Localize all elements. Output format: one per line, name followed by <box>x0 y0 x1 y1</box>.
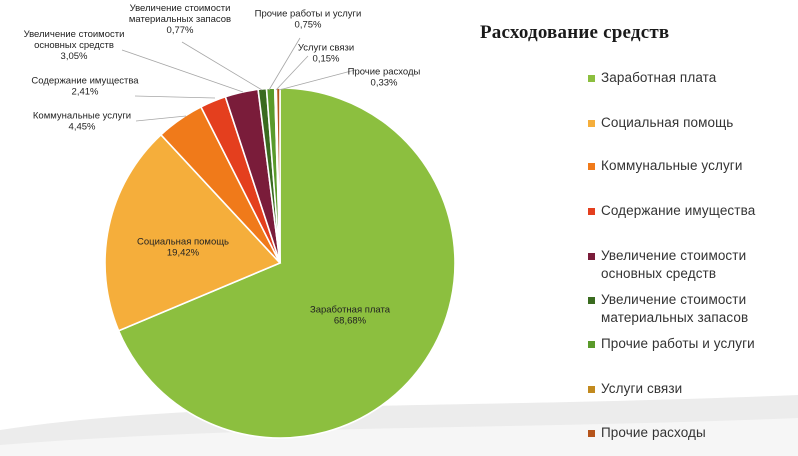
leader-line <box>278 69 356 91</box>
chart-title: Расходование средств <box>480 22 670 43</box>
slice-label: Коммунальные услуги <box>33 111 131 122</box>
slice-value-label: 3,05% <box>61 51 88 62</box>
legend-label: Увеличение стоимости материальных запасо… <box>601 292 749 325</box>
legend-item: Содержание имущества <box>588 202 798 220</box>
pie-slice <box>104 133 282 332</box>
slice-value-label: 68,68% <box>334 316 367 327</box>
slice-label: Увеличение стоимости <box>24 29 125 40</box>
slice-label: Заработная плата <box>310 305 391 316</box>
slice-value-label: 2,41% <box>72 87 99 98</box>
slice-label: основных средств <box>34 40 114 51</box>
legend-swatch <box>588 341 595 348</box>
legend-label: Заработная плата <box>601 70 717 85</box>
slice-value-label: 0,75% <box>295 20 322 31</box>
slice-label: Услуги связи <box>298 43 354 54</box>
slice-label: Содержание имущества <box>31 76 139 87</box>
slice-label: материальных запасов <box>129 14 231 25</box>
legend-label: Прочие работы и услуги <box>601 336 755 351</box>
slice-value-label: 19,42% <box>167 248 200 259</box>
legend-swatch <box>588 208 595 215</box>
leader-line <box>134 95 216 99</box>
legend-label: Услуги связи <box>601 381 683 396</box>
slice-label: Увеличение стоимости <box>130 3 231 14</box>
legend-item: Услуги связи <box>588 380 798 398</box>
leader-line <box>121 49 244 93</box>
legend-item: Коммунальные услуги <box>588 157 798 175</box>
legend-label: Социальная помощь <box>601 115 734 130</box>
legend-item: Увеличение стоимости основных средств <box>588 247 798 283</box>
leader-line <box>275 55 309 91</box>
legend-swatch <box>588 386 595 393</box>
slice-label: Социальная помощь <box>137 237 229 248</box>
slice-value-label: 0,77% <box>167 25 194 36</box>
legend-swatch <box>588 163 595 170</box>
pie-slice <box>117 87 456 439</box>
legend-swatch <box>588 430 595 437</box>
slice-label: Прочие работы и услуги <box>255 9 362 20</box>
leader-line <box>268 37 301 91</box>
leader-line <box>135 115 187 122</box>
legend-label: Увеличение стоимости основных средств <box>601 248 747 281</box>
leader-line <box>181 41 263 91</box>
legend-item: Прочие работы и услуги <box>588 335 798 353</box>
legend-label: Содержание имущества <box>601 203 756 218</box>
legend-item: Социальная помощь <box>588 114 798 132</box>
legend-swatch <box>588 75 595 82</box>
legend-item: Заработная плата <box>588 69 798 87</box>
legend-label: Прочие расходы <box>601 425 706 440</box>
legend-swatch <box>588 297 595 304</box>
slice-value-label: 4,45% <box>69 122 96 133</box>
slice-value-label: 0,15% <box>313 54 340 65</box>
legend-swatch <box>588 120 595 127</box>
slice-label: Прочие расходы <box>348 67 421 78</box>
legend-item: Увеличение стоимости материальных запасо… <box>588 291 798 327</box>
legend-label: Коммунальные услуги <box>601 158 743 173</box>
legend-swatch <box>588 253 595 260</box>
legend-item: Прочие расходы <box>588 424 798 442</box>
slice-value-label: 0,33% <box>371 78 398 89</box>
